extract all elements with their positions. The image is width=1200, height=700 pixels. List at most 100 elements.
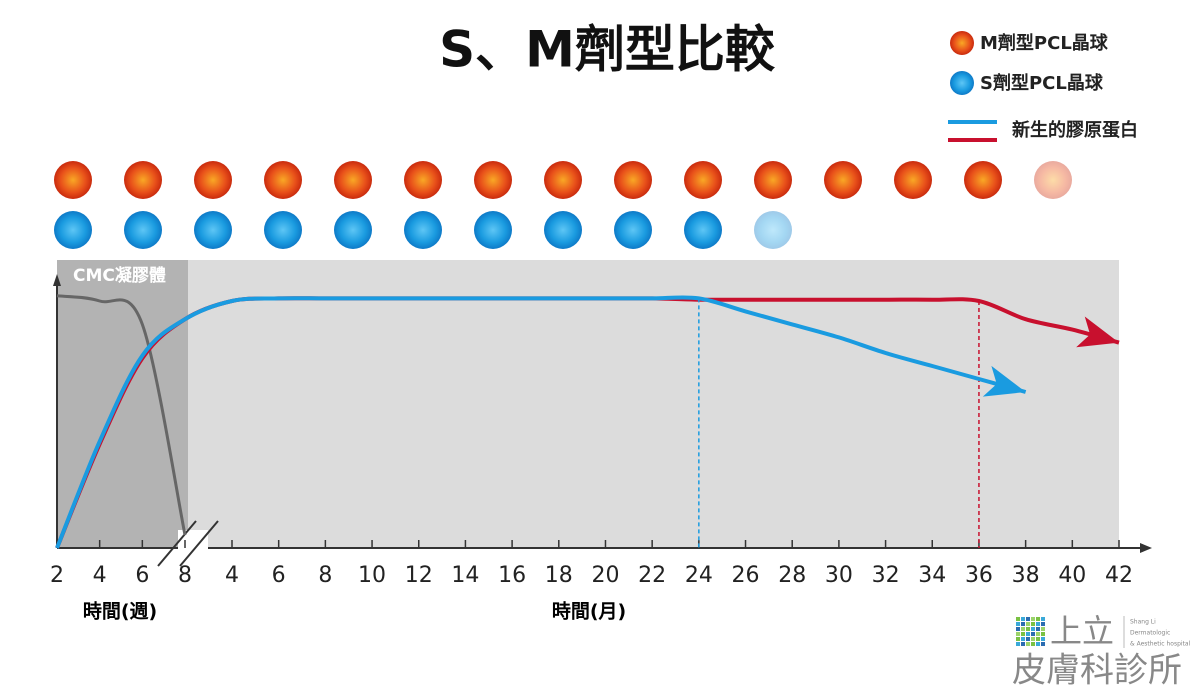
sphere bbox=[264, 161, 302, 199]
sphere bbox=[334, 211, 372, 249]
arrow-head bbox=[982, 365, 1026, 397]
legend-label: S劑型PCL晶球 bbox=[980, 72, 1104, 94]
logo-cell bbox=[1016, 622, 1020, 626]
logo-cell bbox=[1031, 642, 1035, 646]
logo-mark bbox=[1016, 617, 1045, 646]
x-tick-label: 20 bbox=[591, 563, 619, 588]
logo-cell bbox=[1026, 642, 1030, 646]
logo-cell bbox=[1016, 617, 1020, 621]
axis-break bbox=[179, 520, 219, 567]
logo-cell bbox=[1031, 627, 1035, 631]
logo-cell bbox=[1031, 617, 1035, 621]
x-tick-label: 36 bbox=[965, 563, 993, 588]
logo-cell bbox=[1036, 632, 1040, 636]
logo-cell bbox=[1026, 622, 1030, 626]
sphere bbox=[264, 211, 302, 249]
logo-cell bbox=[1026, 627, 1030, 631]
logo-cell bbox=[1041, 632, 1045, 636]
region-label: CMC凝膠體 bbox=[73, 266, 166, 286]
sphere bbox=[474, 211, 512, 249]
sphere bbox=[474, 161, 512, 199]
sphere bbox=[124, 161, 162, 199]
sphere bbox=[684, 161, 722, 199]
x-axis-title: 時間(週) bbox=[83, 601, 157, 623]
logo-cell bbox=[1036, 627, 1040, 631]
logo: 上立 皮膚科診所 Shang Li Dermatologic & Aesthet… bbox=[1012, 612, 1191, 691]
x-tick-label: 4 bbox=[93, 563, 107, 588]
x-tick-label: 12 bbox=[405, 563, 433, 588]
logo-cell bbox=[1031, 637, 1035, 641]
logo-text: 皮膚科診所 bbox=[1012, 651, 1182, 691]
x-tick-label: 34 bbox=[918, 563, 946, 588]
logo-cell bbox=[1041, 622, 1045, 626]
logo-cell bbox=[1016, 632, 1020, 636]
logo-cell bbox=[1021, 642, 1025, 646]
logo-cell bbox=[1041, 642, 1045, 646]
x-tick-label: 22 bbox=[638, 563, 666, 588]
x-tick-label: 16 bbox=[498, 563, 526, 588]
cmc-region bbox=[57, 260, 188, 548]
x-tick-label: 18 bbox=[545, 563, 573, 588]
logo-cell bbox=[1026, 617, 1030, 621]
legend-swatch bbox=[950, 71, 974, 95]
sphere bbox=[404, 161, 442, 199]
logo-cell bbox=[1016, 627, 1020, 631]
logo-cell bbox=[1041, 627, 1045, 631]
logo-cell bbox=[1026, 637, 1030, 641]
logo-small: Shang Li bbox=[1130, 619, 1156, 626]
axis-arrow bbox=[1140, 543, 1152, 553]
logo-cell bbox=[1026, 632, 1030, 636]
x-tick-label: 14 bbox=[451, 563, 479, 588]
x-tick-label: 38 bbox=[1012, 563, 1040, 588]
logo-cell bbox=[1031, 632, 1035, 636]
series-line bbox=[56, 294, 187, 536]
logo-cell bbox=[1021, 637, 1025, 641]
plot-background bbox=[57, 260, 1119, 548]
sphere bbox=[544, 161, 582, 199]
x-tick-label: 24 bbox=[685, 563, 713, 588]
sphere bbox=[614, 161, 652, 199]
axis-arrow bbox=[53, 274, 61, 286]
sphere bbox=[194, 161, 232, 199]
logo-cell bbox=[1021, 622, 1025, 626]
sphere bbox=[1034, 161, 1072, 199]
logo-small: Dermatologic bbox=[1130, 630, 1170, 637]
logo-cell bbox=[1016, 642, 1020, 646]
sphere bbox=[894, 161, 932, 199]
x-tick-label: 8 bbox=[178, 563, 192, 588]
logo-cell bbox=[1021, 627, 1025, 631]
sphere bbox=[54, 211, 92, 249]
logo-cell bbox=[1021, 617, 1025, 621]
sphere bbox=[54, 161, 92, 199]
legend-label: M劑型PCL晶球 bbox=[980, 32, 1109, 54]
x-tick-label: 6 bbox=[135, 563, 149, 588]
axis-break-gap bbox=[178, 530, 208, 566]
sphere bbox=[404, 211, 442, 249]
sphere bbox=[544, 211, 582, 249]
logo-small: & Aesthetic hospital bbox=[1130, 641, 1191, 648]
logo-cell bbox=[1041, 637, 1045, 641]
x-tick-label: 32 bbox=[872, 563, 900, 588]
x-axis-title: 時間(月) bbox=[552, 601, 626, 623]
chart-title: S、M劑型比較 bbox=[439, 21, 776, 79]
x-tick-label: 8 bbox=[318, 563, 332, 588]
sphere bbox=[824, 161, 862, 199]
sphere bbox=[194, 211, 232, 249]
sphere bbox=[964, 161, 1002, 199]
logo-cell bbox=[1031, 622, 1035, 626]
sphere bbox=[754, 211, 792, 249]
x-tick-label: 28 bbox=[778, 563, 806, 588]
legend-label: 新生的膠原蛋白 bbox=[1012, 119, 1138, 141]
logo-text: 上立 bbox=[1050, 612, 1114, 650]
axis-break bbox=[157, 520, 197, 567]
legend-swatch bbox=[950, 31, 974, 55]
sphere bbox=[684, 211, 722, 249]
logo-cell bbox=[1036, 642, 1040, 646]
x-tick-label: 26 bbox=[732, 563, 760, 588]
x-tick-label: 4 bbox=[225, 563, 239, 588]
sphere bbox=[614, 211, 652, 249]
arrow-head bbox=[1076, 316, 1119, 348]
logo-cell bbox=[1036, 617, 1040, 621]
logo-cell bbox=[1036, 622, 1040, 626]
